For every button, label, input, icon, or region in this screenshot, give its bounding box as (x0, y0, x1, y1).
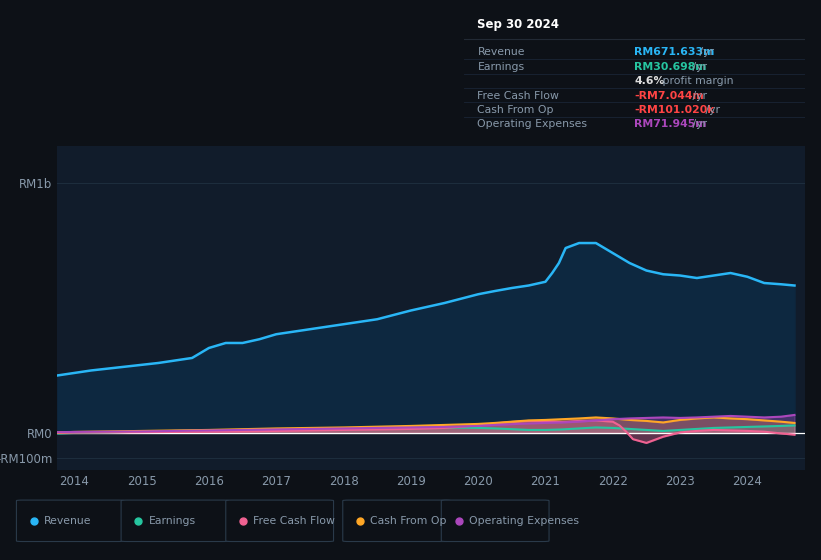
Text: /yr: /yr (702, 105, 720, 115)
Text: Operating Expenses: Operating Expenses (478, 119, 588, 129)
Text: Earnings: Earnings (149, 516, 196, 526)
Text: Earnings: Earnings (478, 62, 525, 72)
Text: Cash From Op: Cash From Op (370, 516, 447, 526)
Text: Operating Expenses: Operating Expenses (469, 516, 579, 526)
Text: /yr: /yr (695, 48, 713, 57)
Text: RM30.698m: RM30.698m (635, 62, 707, 72)
Text: Cash From Op: Cash From Op (478, 105, 554, 115)
Text: Free Cash Flow: Free Cash Flow (254, 516, 335, 526)
FancyBboxPatch shape (16, 500, 124, 542)
FancyBboxPatch shape (226, 500, 333, 542)
Text: Revenue: Revenue (478, 48, 525, 57)
FancyBboxPatch shape (122, 500, 229, 542)
Text: profit margin: profit margin (658, 76, 733, 86)
Text: 4.6%: 4.6% (635, 76, 665, 86)
Text: RM671.633m: RM671.633m (635, 48, 714, 57)
Text: RM71.945m: RM71.945m (635, 119, 707, 129)
Text: -RM7.044m: -RM7.044m (635, 91, 704, 101)
Text: /yr: /yr (690, 91, 708, 101)
Text: -RM101.020k: -RM101.020k (635, 105, 714, 115)
FancyBboxPatch shape (442, 500, 549, 542)
Text: Revenue: Revenue (44, 516, 92, 526)
FancyBboxPatch shape (343, 500, 451, 542)
Text: /yr: /yr (690, 119, 708, 129)
Text: Sep 30 2024: Sep 30 2024 (478, 18, 559, 31)
Text: Free Cash Flow: Free Cash Flow (478, 91, 559, 101)
Text: /yr: /yr (690, 62, 708, 72)
